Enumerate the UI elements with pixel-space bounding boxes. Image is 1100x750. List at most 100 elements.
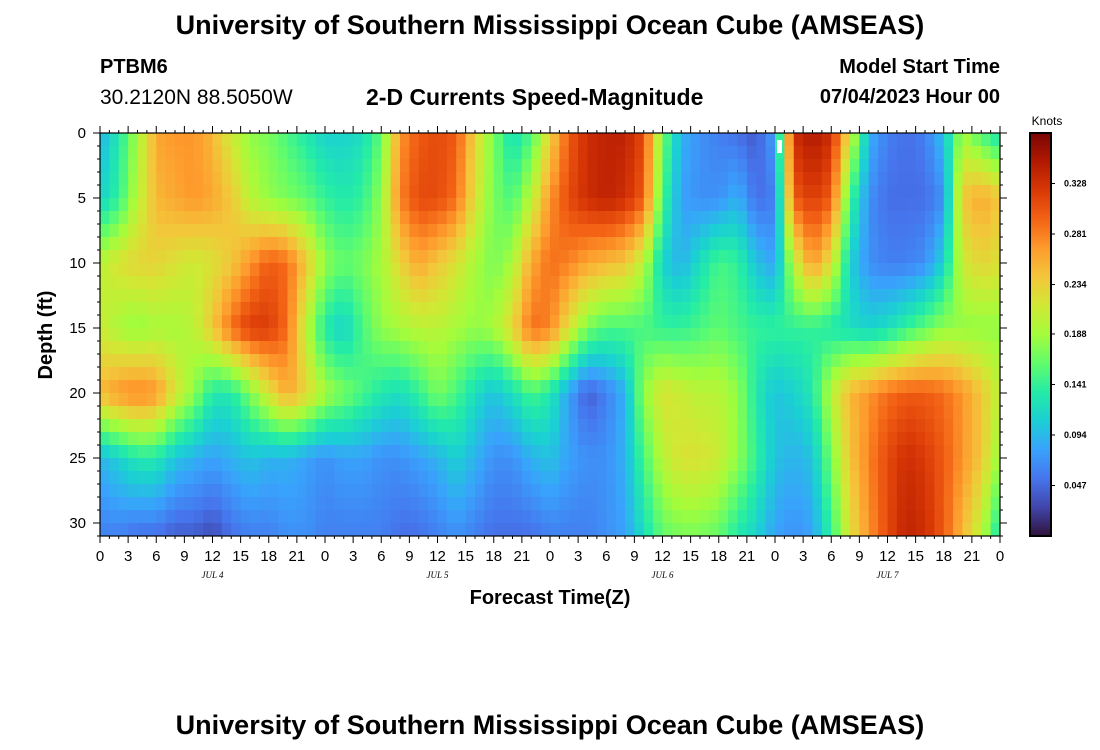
heatmap-cell: [971, 380, 982, 394]
heatmap-cell: [550, 419, 560, 433]
heatmap-cell: [231, 367, 242, 381]
heatmap-cell: [653, 276, 664, 290]
heatmap-cell: [681, 458, 692, 472]
heatmap-cell: [287, 484, 298, 498]
heatmap-cell: [100, 276, 110, 290]
heatmap-cell: [362, 250, 373, 264]
heatmap-cell: [728, 263, 739, 277]
heatmap-cell: [868, 133, 879, 147]
heatmap-cell: [690, 276, 701, 290]
heatmap-cell: [934, 393, 945, 407]
heatmap-cell: [662, 250, 673, 264]
heatmap-cell: [896, 328, 907, 342]
heatmap-cell: [165, 497, 176, 511]
heatmap-cell: [128, 341, 139, 355]
heatmap-cell: [700, 198, 710, 212]
heatmap-cell: [128, 302, 139, 316]
heatmap-cell: [943, 445, 954, 459]
heatmap-cell: [137, 315, 148, 329]
heatmap-cell: [128, 523, 139, 536]
heatmap-cell: [221, 484, 232, 498]
heatmap-cell: [653, 185, 664, 199]
heatmap-cell: [390, 393, 401, 407]
heatmap-cell: [831, 198, 842, 212]
heatmap-cell: [671, 523, 682, 536]
heatmap-cell: [812, 302, 823, 316]
heatmap-cell: [690, 380, 701, 394]
heatmap-cell: [643, 406, 654, 420]
heatmap-cell: [943, 484, 954, 498]
heatmap-cell: [381, 133, 392, 147]
heatmap-cell: [568, 276, 579, 290]
heatmap-cell: [371, 276, 382, 290]
heatmap-cell: [821, 211, 832, 225]
heatmap-cell: [137, 484, 148, 498]
heatmap-cell: [175, 367, 185, 381]
heatmap-cell: [756, 354, 767, 368]
heatmap-cell: [465, 471, 476, 485]
heatmap-cell: [100, 198, 110, 212]
heatmap-cell: [437, 419, 448, 433]
heatmap-cell: [906, 302, 917, 316]
heatmap-cell: [953, 185, 964, 199]
heatmap-cell: [428, 315, 439, 329]
heatmap-cell: [746, 471, 757, 485]
heatmap-cell: [906, 198, 917, 212]
heatmap-cell: [193, 354, 204, 368]
heatmap-cell: [728, 354, 739, 368]
heatmap-cell: [859, 341, 870, 355]
heatmap-cell: [887, 315, 898, 329]
heatmap-cell: [268, 445, 279, 459]
heatmap-cell: [896, 471, 907, 485]
heatmap-cell: [737, 250, 748, 264]
heatmap-cell: [550, 224, 560, 238]
heatmap-cell: [493, 510, 504, 524]
heatmap-cell: [118, 224, 129, 238]
heatmap-cell: [971, 185, 982, 199]
heatmap-cell: [184, 224, 195, 238]
heatmap-cell: [662, 133, 673, 147]
heatmap-cell: [596, 172, 607, 186]
heatmap-cell: [259, 224, 270, 238]
heatmap-cell: [962, 185, 973, 199]
heatmap-cell: [812, 211, 823, 225]
heatmap-cell: [550, 263, 560, 277]
heatmap-cell: [146, 419, 157, 433]
heatmap-cell: [212, 237, 223, 251]
heatmap-cell: [362, 237, 373, 251]
heatmap-cell: [681, 380, 692, 394]
heatmap-cell: [531, 445, 542, 459]
heatmap-cell: [109, 211, 120, 225]
heatmap-cell: [334, 458, 345, 472]
heatmap-cell: [737, 445, 748, 459]
heatmap-cell: [981, 146, 992, 160]
heatmap-cell: [606, 211, 617, 225]
heatmap-cell: [250, 185, 260, 199]
heatmap-cell: [512, 497, 523, 511]
heatmap-cell: [184, 380, 195, 394]
heatmap-cell: [859, 523, 870, 536]
heatmap-cell: [765, 445, 776, 459]
heatmap-cell: [681, 510, 692, 524]
heatmap-cell: [765, 276, 776, 290]
heatmap-cell: [962, 510, 973, 524]
heatmap-cell: [578, 419, 589, 433]
heatmap-cell: [840, 159, 851, 173]
heatmap-cell: [615, 133, 626, 147]
x-tick-label: 18: [710, 548, 727, 565]
heatmap-cell: [531, 211, 542, 225]
heatmap-cell: [934, 237, 945, 251]
heatmap-cell: [756, 497, 767, 511]
heatmap-cell: [418, 185, 429, 199]
heatmap-cell: [896, 211, 907, 225]
heatmap-cell: [625, 224, 635, 238]
heatmap-cell: [962, 419, 973, 433]
heatmap-cell: [240, 224, 251, 238]
heatmap-cell: [475, 146, 485, 160]
heatmap-cell: [831, 289, 842, 303]
heatmap-cell: [465, 341, 476, 355]
heatmap-cell: [296, 458, 307, 472]
heatmap-cell: [531, 146, 542, 160]
heatmap-cell: [681, 133, 692, 147]
heatmap-cell: [465, 237, 476, 251]
